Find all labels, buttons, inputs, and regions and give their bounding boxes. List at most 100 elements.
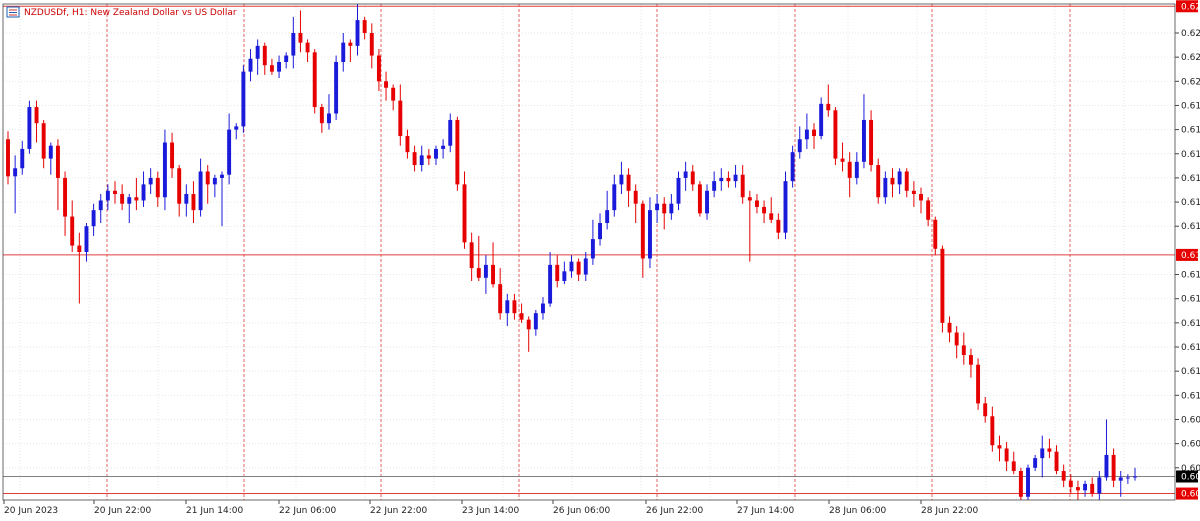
candle <box>576 258 581 281</box>
candle <box>662 197 667 230</box>
candle <box>48 142 53 175</box>
candle-body <box>369 32 374 56</box>
time-axis[interactable]: 20 Jun 2023 20 Jun 22:00 21 Jun 14:00 22 Ju… <box>3 500 978 516</box>
candle <box>804 113 809 149</box>
candle-body <box>120 194 125 204</box>
candle-body <box>248 58 253 72</box>
candle-body <box>1033 458 1038 468</box>
candle <box>840 142 845 172</box>
candle-body <box>919 194 923 201</box>
x-tick-label: 22 Jun 06:00 <box>279 506 336 516</box>
candle-body <box>1104 454 1109 478</box>
candle <box>434 145 438 166</box>
candle <box>762 200 767 224</box>
candle-body <box>633 190 638 204</box>
candle <box>919 187 923 214</box>
x-tick-label: 22 Jun 22:00 <box>370 506 427 516</box>
candle <box>933 216 938 256</box>
candle-body <box>284 55 289 62</box>
candle <box>655 194 660 224</box>
candle-body <box>754 200 759 207</box>
candle-body <box>598 223 602 240</box>
price-axis[interactable]: 0.62150 0.62075 0.62000 0.61925 0.61850 0.617… <box>1175 29 1200 474</box>
candle <box>719 168 724 191</box>
price-tag-label: 0.61461 <box>1181 251 1200 261</box>
candle-body <box>327 113 331 124</box>
candle <box>676 171 681 211</box>
candle <box>284 52 289 69</box>
candle-body <box>469 242 474 269</box>
candle <box>98 194 103 224</box>
candle-body <box>6 139 10 177</box>
candle <box>598 213 602 246</box>
candle-body <box>847 161 852 178</box>
candle-body <box>968 355 973 365</box>
candle-body <box>426 155 431 159</box>
candle-body <box>491 264 495 285</box>
candle-body <box>548 264 553 304</box>
candle-body <box>1004 448 1009 462</box>
candle-body <box>262 45 267 66</box>
candle <box>412 145 417 172</box>
candle <box>469 232 474 281</box>
candle <box>961 332 966 365</box>
candle <box>976 358 981 410</box>
candle-body <box>697 184 702 214</box>
candle-body <box>319 107 324 124</box>
candle-body <box>897 171 902 185</box>
candle <box>733 165 738 188</box>
candle <box>248 49 253 82</box>
candle <box>269 58 274 75</box>
candle <box>220 171 224 227</box>
candle-body <box>148 177 153 185</box>
candle-body <box>198 171 203 211</box>
candle-body <box>1047 448 1052 452</box>
candle-body <box>790 152 795 182</box>
candle <box>926 197 931 227</box>
x-tick-label: 28 Jun 22:00 <box>921 506 978 516</box>
candle-body <box>412 152 417 166</box>
candle <box>113 181 117 204</box>
candle-body <box>840 158 845 162</box>
candle <box>769 197 774 224</box>
candle-body <box>612 184 617 211</box>
candle <box>462 171 467 249</box>
candle-body <box>441 145 446 149</box>
candle-body <box>241 71 246 127</box>
candle-body <box>569 261 574 272</box>
candle <box>1061 464 1066 488</box>
price-tag-bg <box>1176 487 1198 500</box>
candle <box>483 255 488 294</box>
candle-body <box>1118 477 1123 481</box>
y-tick-label: 0.61250 <box>1181 319 1200 329</box>
candle-body <box>162 142 167 198</box>
candle-body <box>1133 476 1137 478</box>
plot-frame <box>2 3 1176 501</box>
candle-body <box>747 197 752 201</box>
candle <box>6 131 10 185</box>
candle-body <box>833 110 838 159</box>
candle-body <box>312 52 317 108</box>
y-tick-label: 0.61175 <box>1181 343 1200 353</box>
candle-body <box>726 177 731 182</box>
candle <box>369 23 374 69</box>
candle <box>505 293 510 327</box>
candle <box>20 140 25 175</box>
candle <box>84 223 89 262</box>
candle <box>34 100 39 143</box>
candle-body <box>904 171 909 191</box>
candle-body <box>526 319 531 330</box>
chart-window-icon[interactable] <box>6 6 20 18</box>
candle <box>590 219 595 265</box>
candle <box>291 16 296 69</box>
candle <box>740 165 745 204</box>
candle <box>55 139 60 211</box>
candle-body <box>84 226 89 252</box>
candle-body <box>1125 477 1130 479</box>
candle-body <box>776 219 781 233</box>
candle <box>1090 477 1095 497</box>
candle-body <box>705 190 709 214</box>
candle-body <box>227 129 232 175</box>
